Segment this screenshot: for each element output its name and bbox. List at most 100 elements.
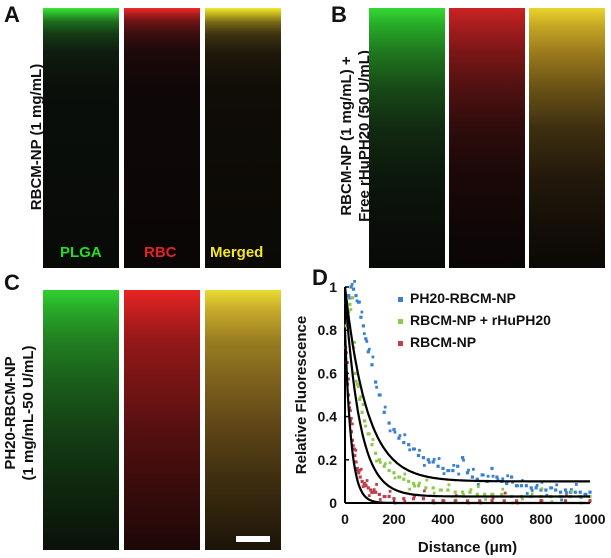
data-point: [588, 499, 592, 503]
y-tick-label: 0: [329, 495, 337, 511]
data-point: [403, 499, 407, 503]
data-point: [370, 443, 374, 447]
data-point: [375, 483, 379, 486]
data-point: [481, 473, 485, 477]
data-point: [465, 471, 470, 475]
data-point: [383, 495, 387, 498]
data-point: [398, 434, 402, 438]
data-point: [364, 337, 368, 341]
data-point: [354, 460, 358, 464]
data-point: [407, 443, 411, 447]
data-point: [514, 499, 519, 503]
data-point: [393, 476, 397, 480]
panel-a-rbc-label: RBC: [144, 244, 177, 261]
data-point: [490, 499, 494, 503]
x-axis-label: Distance (μm): [418, 539, 517, 556]
data-point: [432, 491, 436, 495]
data-point: [534, 486, 538, 490]
data-point: [383, 405, 387, 409]
data-point: [501, 487, 505, 491]
data-point: [447, 483, 451, 487]
data-point: [421, 456, 425, 460]
data-point: [516, 484, 519, 488]
data-point: [431, 499, 435, 503]
panel-c-plga-image: [43, 290, 119, 550]
data-point: [470, 475, 474, 479]
data-point: [500, 492, 504, 496]
data-point: [367, 347, 371, 351]
data-point: [413, 484, 416, 488]
data-point: [490, 466, 494, 471]
data-point: [452, 464, 456, 467]
data-point: [377, 492, 381, 496]
data-point: [418, 481, 421, 485]
data-point: [476, 485, 480, 488]
panel-a-plga-label: PLGA: [60, 244, 102, 261]
data-point: [388, 461, 392, 465]
data-point: [573, 490, 577, 494]
data-point: [365, 340, 369, 343]
data-point: [559, 490, 563, 494]
data-point: [364, 424, 367, 428]
data-point: [363, 482, 367, 485]
data-point: [416, 453, 421, 458]
panel-letter-c: C: [4, 270, 20, 295]
data-point: [360, 479, 364, 483]
data-point: [388, 489, 392, 493]
data-point: [403, 433, 407, 437]
data-point: [351, 444, 355, 447]
data-point: [360, 310, 364, 314]
data-point: [355, 382, 359, 386]
data-point: [457, 472, 461, 476]
data-point: [555, 483, 559, 487]
data-point: [524, 484, 528, 488]
data-point: [353, 371, 357, 375]
data-point: [550, 500, 554, 504]
panel-a-rbc-image: [124, 8, 200, 268]
data-point: [584, 492, 588, 496]
data-point: [535, 483, 539, 487]
data-point: [365, 479, 369, 482]
data-point: [371, 490, 375, 494]
data-point: [446, 488, 450, 492]
panel-letter-a: A: [4, 2, 20, 27]
data-point: [378, 498, 382, 501]
data-point: [393, 430, 397, 434]
data-point: [366, 486, 370, 490]
data-point: [578, 490, 582, 494]
data-point: [382, 464, 386, 468]
x-tick-label: 0: [341, 511, 349, 527]
data-point: [456, 464, 460, 468]
data-point: [421, 497, 425, 501]
data-point: [453, 490, 457, 494]
data-point: [358, 475, 362, 479]
data-point: [550, 486, 554, 490]
data-point: [374, 380, 378, 384]
data-point: [412, 497, 416, 501]
data-point: [402, 440, 406, 445]
data-point: [422, 489, 426, 493]
data-point: [392, 497, 396, 501]
data-point: [442, 499, 446, 503]
y-tick-label: 1: [329, 279, 337, 295]
data-point: [563, 488, 568, 492]
data-point: [359, 467, 363, 471]
data-point: [348, 409, 352, 412]
data-point: [351, 287, 356, 291]
data-point: [540, 487, 544, 491]
panel-b-merged-image: [529, 8, 605, 268]
chart-fits: [343, 286, 590, 505]
data-point: [425, 478, 429, 482]
data-point: [491, 474, 495, 478]
data-point: [486, 474, 490, 478]
data-point: [362, 332, 366, 336]
data-point: [520, 497, 524, 501]
data-point: [392, 427, 396, 432]
data-point: [398, 475, 402, 479]
data-point: [377, 458, 381, 462]
data-point: [354, 294, 358, 298]
x-tick-label: 800: [529, 511, 553, 527]
data-point: [530, 489, 534, 492]
data-point: [467, 468, 470, 472]
